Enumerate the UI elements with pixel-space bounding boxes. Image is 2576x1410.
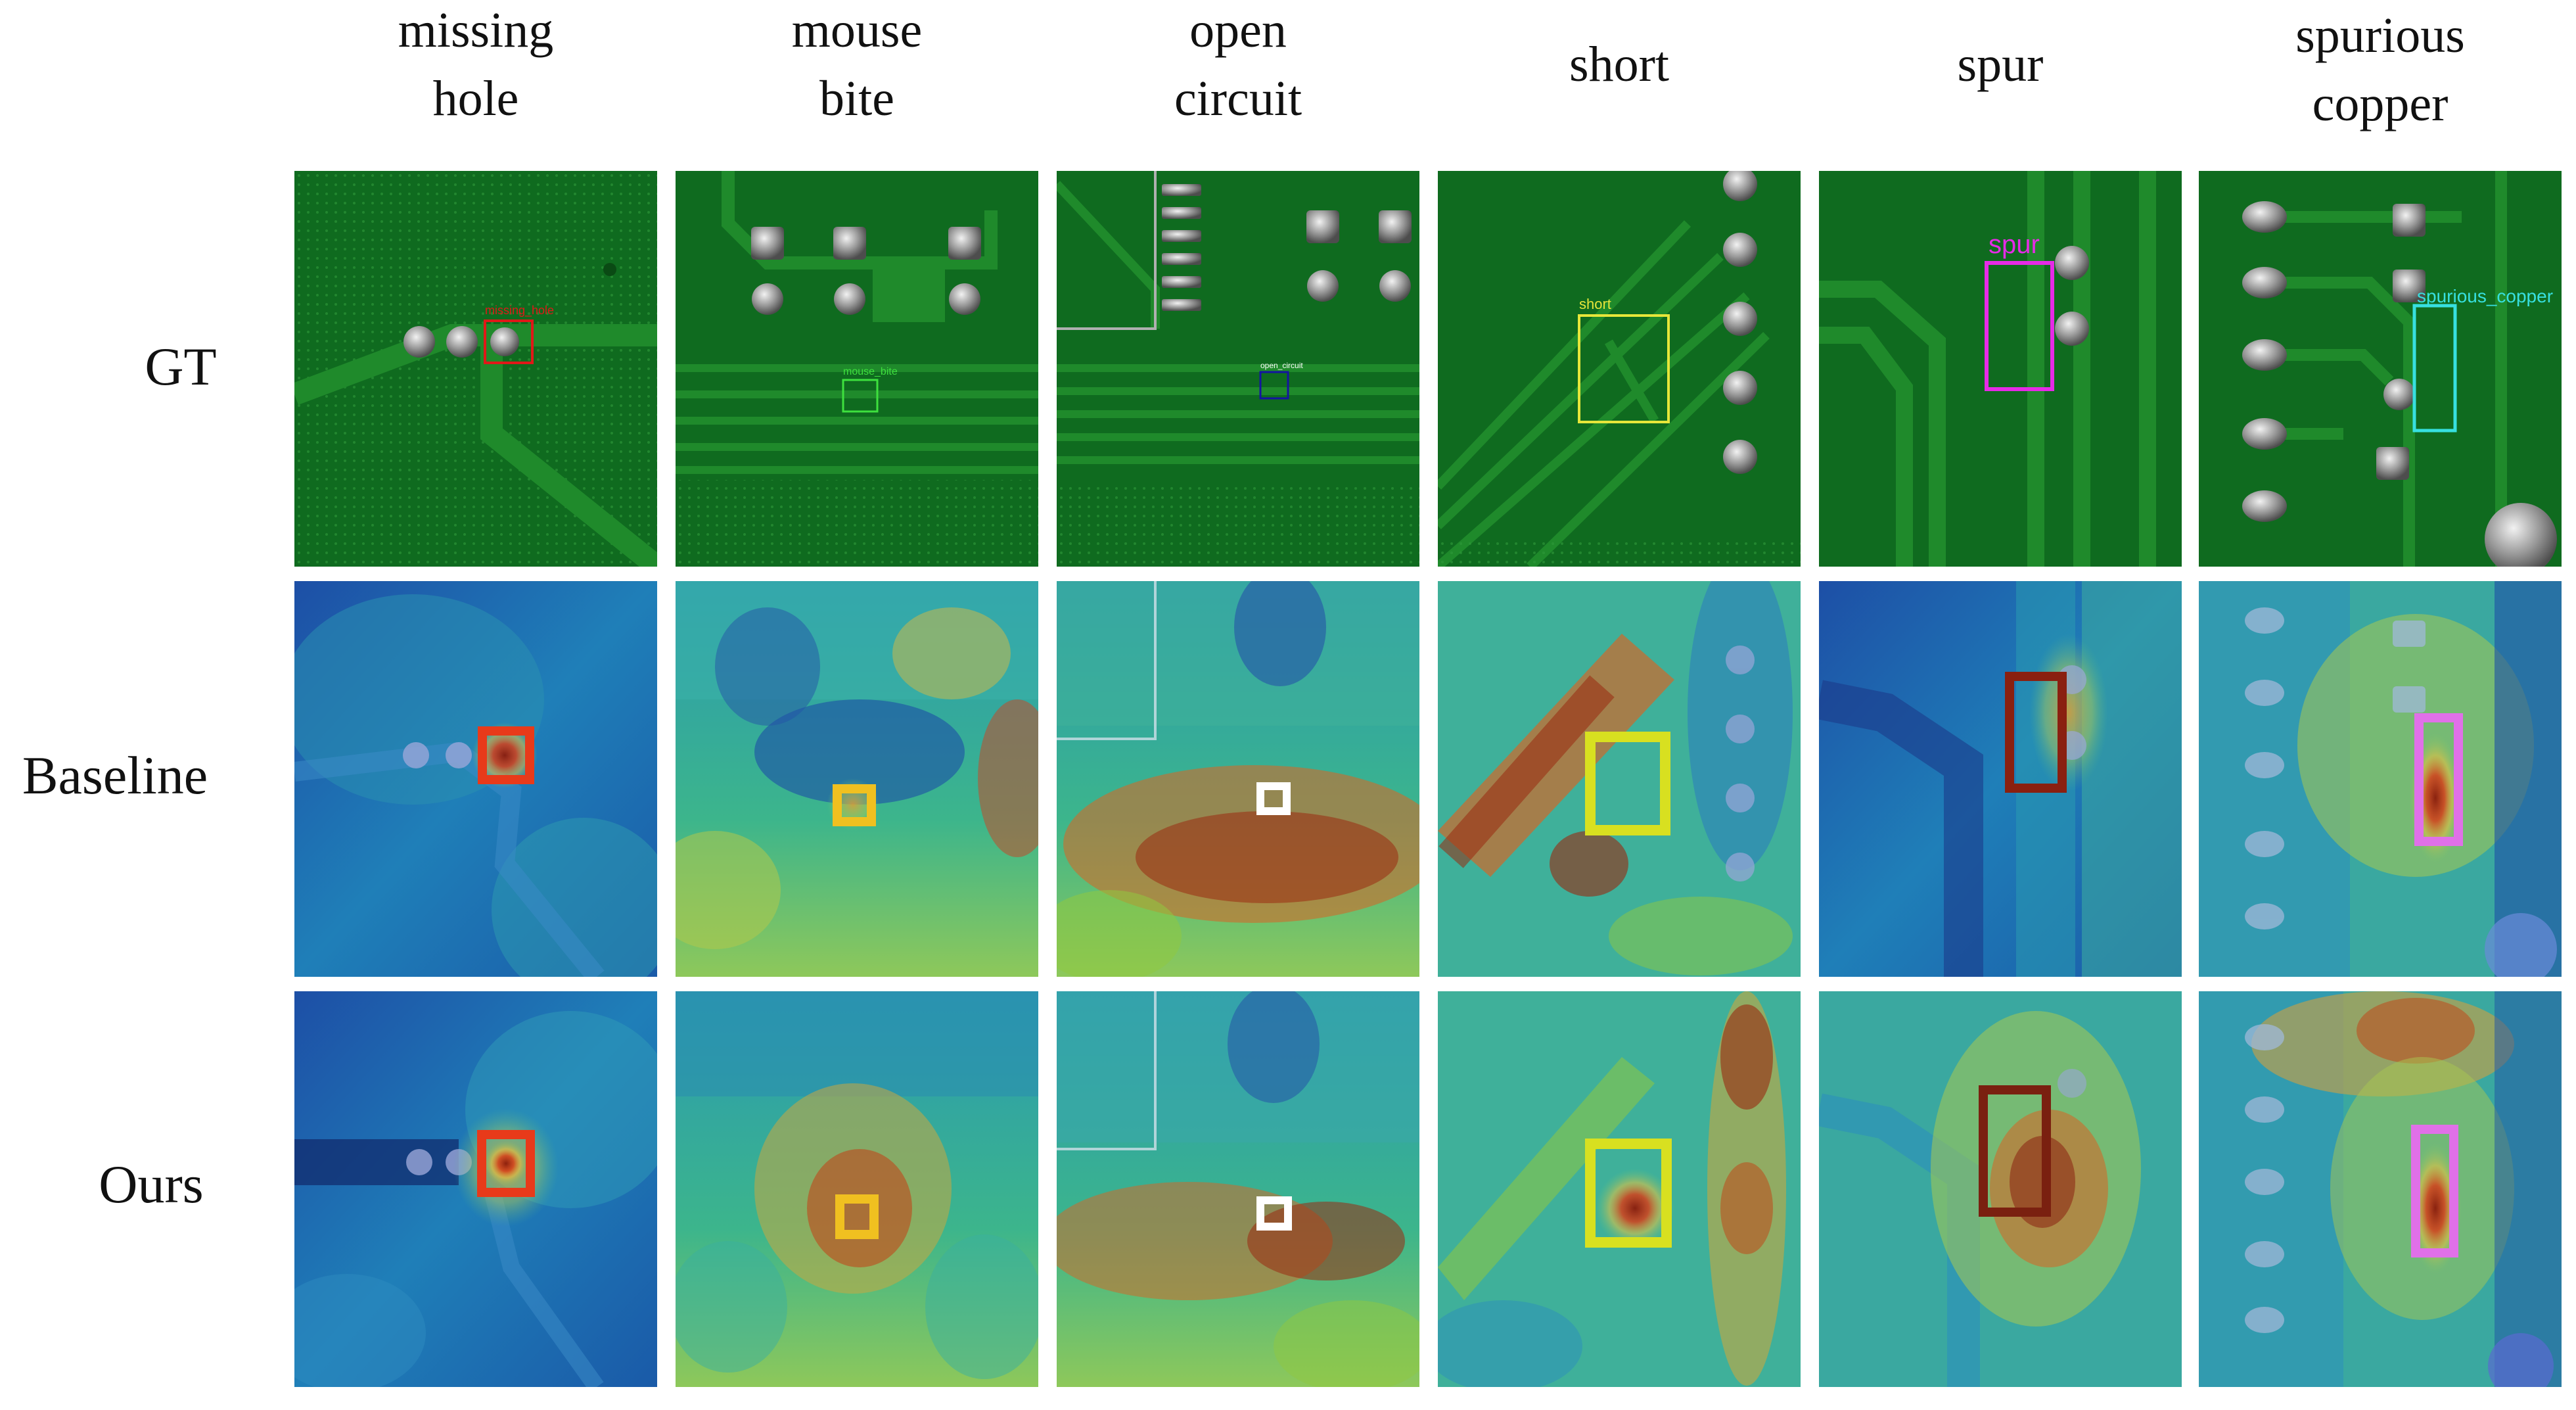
baseline-spurious-copper-heatmap	[2199, 581, 2562, 977]
baseline-box-spur	[2005, 672, 2067, 793]
baseline-box-open-circuit	[1256, 782, 1291, 815]
column-header-missing-hole: missing hole	[398, 3, 554, 126]
gt-box-label-short: short	[1579, 296, 1611, 312]
column-header-open-circuit: open circuit	[1174, 3, 1302, 126]
gt-box-missing-hole	[484, 319, 534, 364]
gt-spur-image: spur	[1819, 171, 2182, 567]
ours-missing-hole-heatmap	[294, 991, 657, 1387]
gt-box-spur	[1985, 261, 2054, 391]
column-header-short: short	[1569, 37, 1669, 92]
gt-box-label-open-circuit: open_circuit	[1260, 361, 1303, 370]
baseline-spur-heatmap	[1819, 581, 2182, 977]
baseline-box-short	[1585, 732, 1670, 835]
ours-box-missing-hole	[477, 1130, 535, 1197]
baseline-short-heatmap	[1438, 581, 1801, 977]
baseline-box-mouse-bite	[833, 784, 876, 826]
column-header-spurious-copper: spurious copper	[2295, 8, 2465, 131]
ours-box-spurious-copper	[2411, 1125, 2458, 1257]
baseline-missing-hole-heatmap	[294, 581, 657, 977]
row-label-gt: GT	[145, 337, 217, 396]
ours-box-short	[1585, 1139, 1672, 1248]
baseline-box-missing-hole	[478, 726, 534, 784]
baseline-mouse-bite-heatmap	[676, 581, 1038, 977]
gt-box-spurious-copper	[2412, 304, 2457, 433]
gt-short-image: short	[1438, 171, 1801, 567]
gt-box-label-mouse-bite: mouse_bite	[843, 366, 898, 377]
baseline-box-spurious-copper	[2414, 713, 2463, 846]
gt-box-label-spur: spur	[1989, 230, 2040, 259]
ours-spurious-copper-heatmap	[2199, 991, 2562, 1387]
gt-mouse-bite-image: mouse_bite	[676, 171, 1038, 567]
baseline-open-circuit-heatmap	[1057, 581, 1419, 977]
gt-missing-hole-image: missing_hole	[294, 171, 657, 567]
ours-mouse-bite-heatmap	[676, 991, 1038, 1387]
ours-open-circuit-heatmap	[1057, 991, 1419, 1387]
gt-box-mouse-bite	[842, 379, 879, 413]
gt-spurious-copper-image: spurious_copper	[2199, 171, 2562, 567]
ours-box-spur	[1979, 1085, 2051, 1217]
ours-short-heatmap	[1438, 991, 1801, 1387]
row-label-baseline: Baseline	[22, 745, 208, 805]
ours-box-mouse-bite	[835, 1194, 879, 1239]
gt-box-short	[1578, 314, 1670, 423]
gt-box-open-circuit	[1259, 371, 1289, 400]
column-header-mouse-bite: mouse bite	[791, 3, 923, 126]
gt-box-label-spurious-copper: spurious_copper	[2417, 286, 2553, 306]
row-label-ours: Ours	[99, 1154, 204, 1214]
ours-spur-heatmap	[1819, 991, 2182, 1387]
column-header-spur: spur	[1957, 37, 2044, 92]
gt-open-circuit-image: open_circuit	[1057, 171, 1419, 567]
gt-box-label-missing-hole: missing_hole	[485, 304, 554, 317]
ours-box-open-circuit	[1256, 1196, 1292, 1231]
